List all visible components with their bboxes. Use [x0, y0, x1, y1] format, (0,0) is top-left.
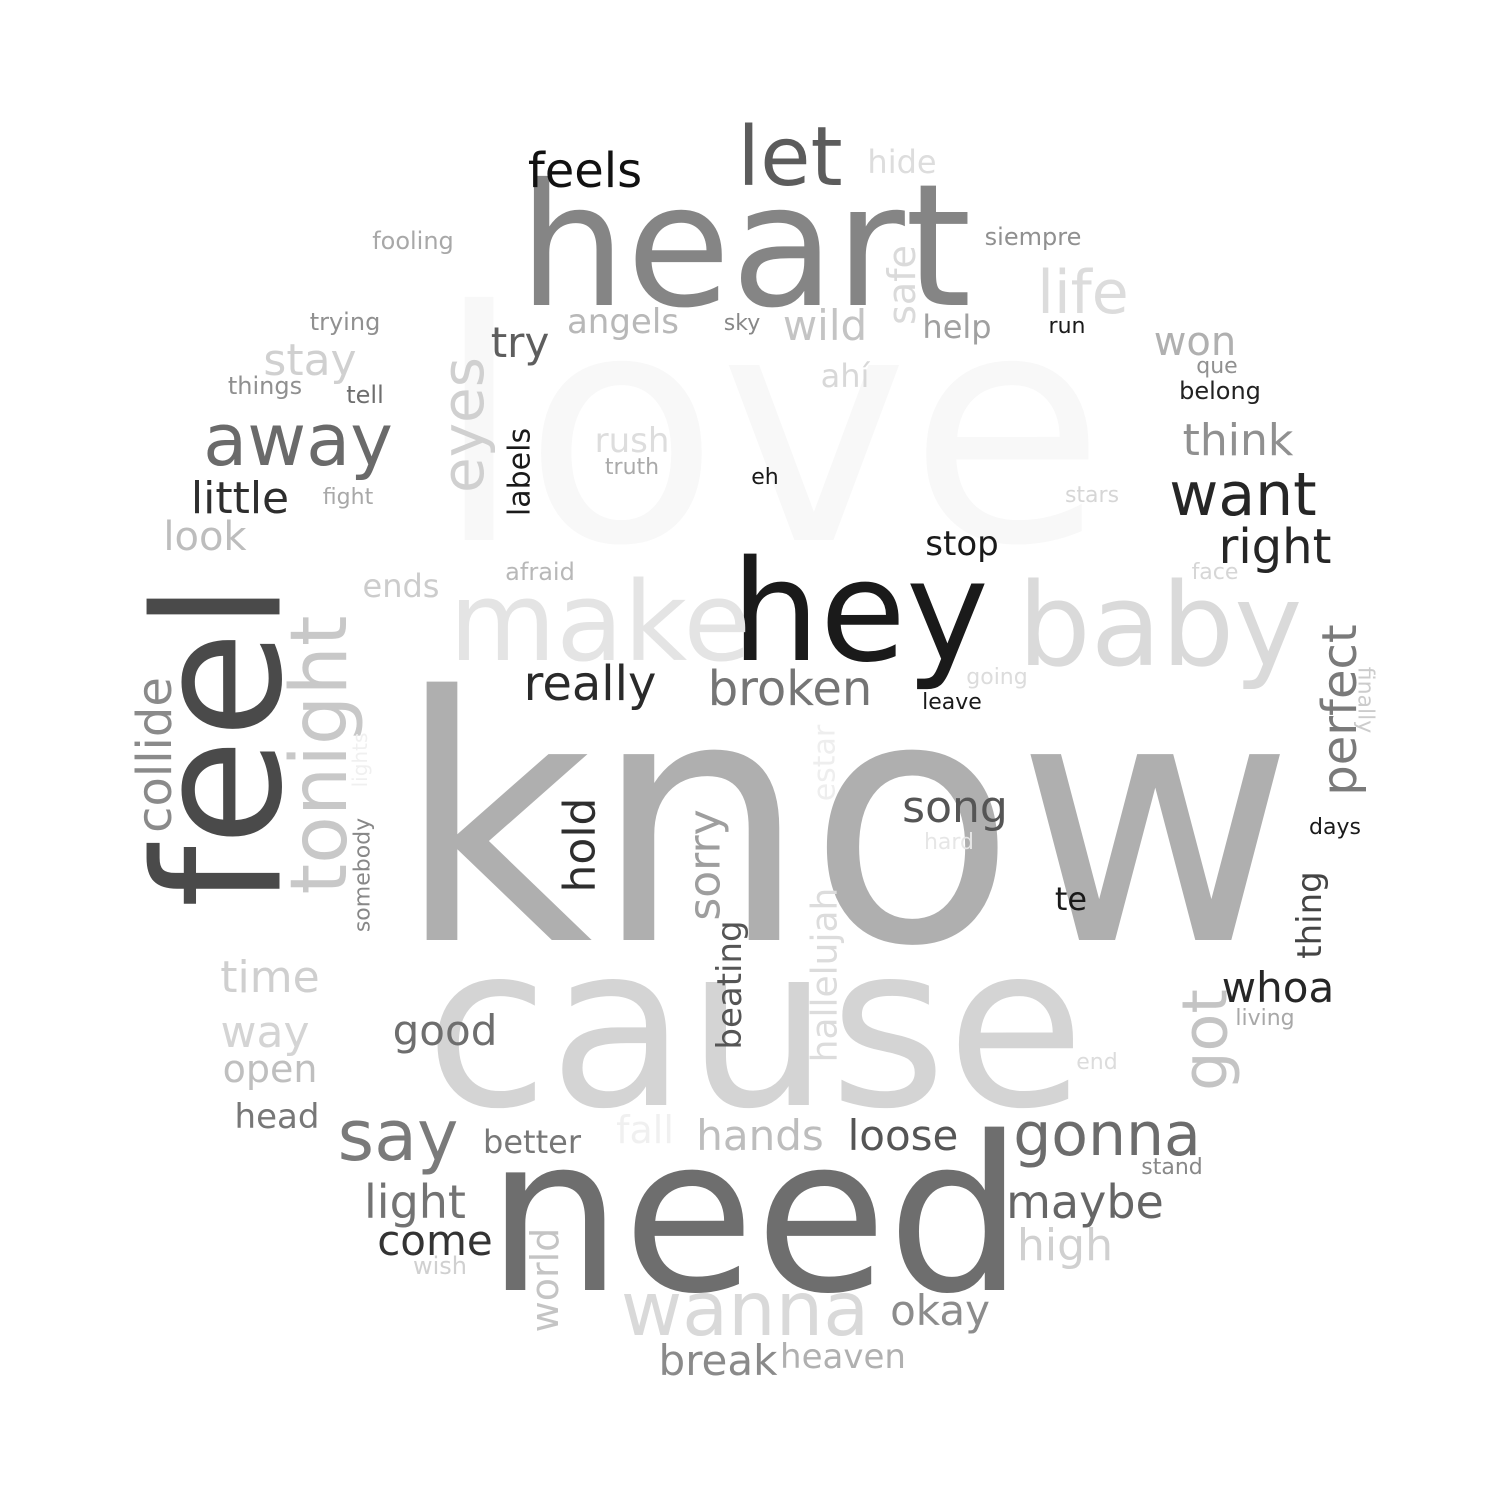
word-think: think: [1183, 415, 1294, 466]
word-belong: belong: [1179, 377, 1261, 405]
word-feels: feels: [528, 143, 642, 199]
word-hold: hold: [555, 798, 606, 893]
word-face: face: [1192, 560, 1239, 585]
word-estar: estar: [808, 724, 843, 801]
word-good: good: [393, 1006, 498, 1055]
word-make: make: [449, 558, 751, 686]
word-really: really: [524, 656, 657, 712]
word-perfect: perfect: [1312, 624, 1368, 795]
word-feel: feel: [119, 582, 322, 908]
word-leave: leave: [922, 690, 982, 715]
word-need: need: [486, 1090, 1023, 1341]
word-collide: collide: [127, 677, 183, 833]
word-tonight: tonight: [275, 616, 365, 895]
word-light: light: [364, 1175, 466, 1229]
word-rush: rush: [595, 421, 670, 461]
word-stand: stand: [1141, 1155, 1202, 1180]
word-sky: sky: [724, 311, 760, 336]
word-wish: wish: [413, 1252, 467, 1280]
word-know: know: [396, 625, 1294, 1021]
word-try: try: [491, 318, 550, 367]
word-thing: thing: [1290, 871, 1330, 958]
word-way: way: [221, 1007, 310, 1058]
word-end: end: [1076, 1050, 1117, 1075]
word-sorry: sorry: [680, 809, 731, 920]
word-siempre: siempre: [985, 223, 1082, 251]
word-trying: trying: [310, 308, 381, 336]
word-hard: hard: [924, 830, 974, 855]
word-open: open: [223, 1047, 318, 1091]
word-stop: stop: [925, 524, 998, 564]
word-finally: finally: [1353, 667, 1378, 734]
word-help: help: [922, 308, 991, 346]
word-cause: cause: [425, 897, 1085, 1159]
word-days: days: [1309, 815, 1361, 840]
word-lights: lights: [348, 733, 372, 788]
word-better: better: [483, 1123, 582, 1161]
word-labels: labels: [503, 428, 538, 516]
word-fall: fall: [616, 1108, 674, 1152]
word-world: world: [523, 1228, 567, 1333]
word-life: life: [1037, 258, 1128, 328]
word-afraid: afraid: [505, 558, 575, 586]
word-angels: angels: [567, 302, 679, 342]
word-hands: hands: [696, 1111, 824, 1160]
word-won: won: [1154, 319, 1237, 365]
word-ends: ends: [363, 567, 440, 605]
word-time: time: [220, 952, 319, 1003]
word-got: got: [1169, 989, 1242, 1091]
word-broken: broken: [708, 661, 873, 717]
word-whoa: whoa: [1222, 963, 1334, 1012]
word-maybe: maybe: [1006, 1175, 1164, 1229]
word-heaven: heaven: [780, 1337, 906, 1377]
word-love: love: [435, 244, 1106, 616]
word-truth: truth: [605, 455, 659, 480]
word-heart: heart: [518, 148, 971, 346]
word-say: say: [338, 1095, 459, 1177]
word-beating: beating: [710, 920, 750, 1049]
word-te: te: [1055, 880, 1087, 918]
word-high: high: [1017, 1220, 1113, 1271]
word-song: song: [902, 782, 1008, 833]
word-going: going: [966, 665, 1027, 690]
word-wild: wild: [783, 301, 867, 350]
word-break: break: [659, 1336, 779, 1385]
word-hide: hide: [867, 143, 936, 181]
word-stay: stay: [263, 335, 356, 386]
word-somebody: somebody: [351, 818, 376, 932]
word-okay: okay: [890, 1286, 990, 1335]
word-away: away: [203, 398, 393, 482]
word-things: things: [228, 372, 302, 400]
word-head: head: [235, 1097, 320, 1137]
word-safe: safe: [880, 245, 924, 325]
word-stars: stars: [1065, 483, 1119, 508]
word-eh: eh: [751, 465, 778, 490]
word-tell: tell: [346, 381, 384, 409]
word-right: right: [1219, 519, 1332, 575]
word-come: come: [377, 1216, 493, 1265]
word-want: want: [1169, 460, 1316, 530]
word-fight: fight: [323, 485, 374, 510]
word-let: let: [737, 110, 842, 205]
word-little: little: [191, 473, 289, 524]
word-eyes: eyes: [429, 357, 497, 493]
word-living: living: [1235, 1006, 1294, 1031]
word-run: run: [1049, 314, 1086, 339]
word-loose: loose: [848, 1111, 959, 1160]
word-wanna: wanna: [621, 1265, 869, 1353]
word-que: que: [1196, 354, 1237, 379]
word-gonna: gonna: [1013, 1100, 1201, 1170]
word-ahí: ahí: [821, 357, 871, 395]
word-look: look: [163, 514, 247, 560]
word-baby: baby: [1018, 559, 1303, 693]
word-hallelujah: hallelujah: [805, 888, 846, 1063]
word-fooling: fooling: [372, 227, 454, 255]
word-hey: hey: [731, 531, 989, 694]
